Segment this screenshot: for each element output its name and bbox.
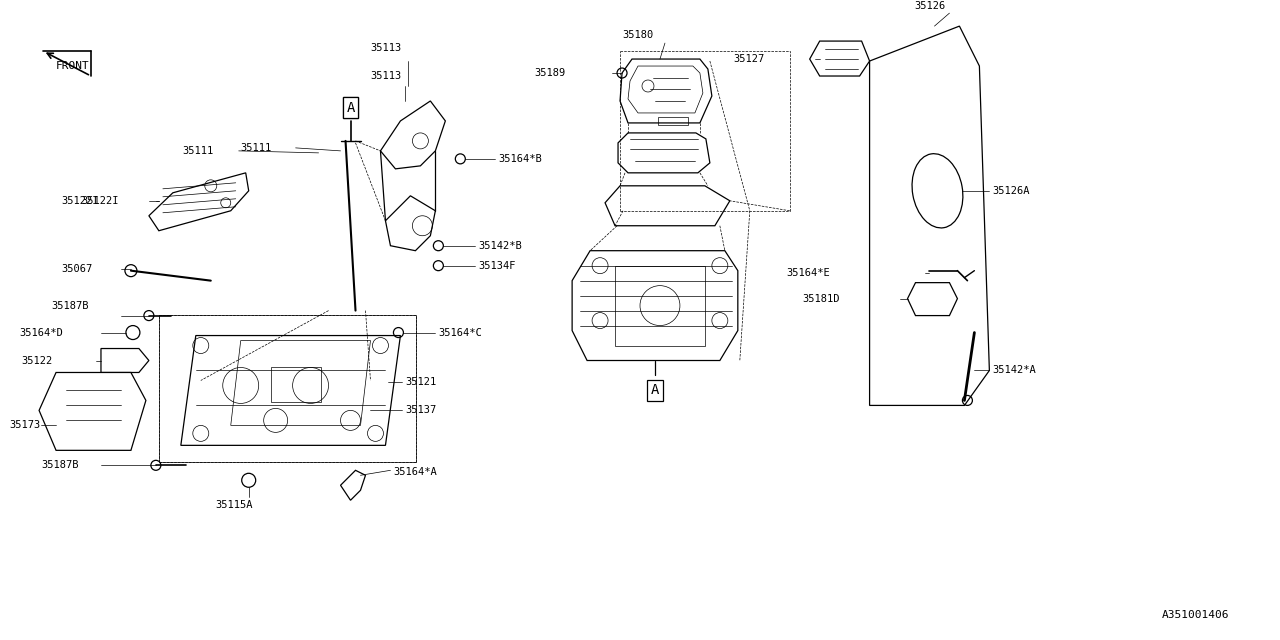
Circle shape: [125, 326, 140, 340]
Text: FRONT: FRONT: [56, 61, 90, 71]
Text: 35121: 35121: [406, 378, 436, 387]
Text: 35111: 35111: [183, 146, 214, 156]
Bar: [658, 117, 687, 125]
Text: 35134F: 35134F: [479, 260, 516, 271]
Text: 35126A: 35126A: [992, 186, 1030, 196]
Text: A: A: [347, 101, 355, 115]
Text: 35126: 35126: [914, 1, 945, 11]
Polygon shape: [810, 41, 869, 76]
Text: 35115A: 35115A: [216, 500, 253, 510]
Text: 35164*C: 35164*C: [438, 328, 483, 337]
Text: 35180: 35180: [622, 30, 654, 40]
Text: 35181D: 35181D: [803, 294, 840, 303]
Text: 35164*E: 35164*E: [786, 268, 829, 278]
Text: 35111: 35111: [241, 143, 271, 153]
Circle shape: [151, 460, 161, 470]
Text: A: A: [650, 383, 659, 397]
Bar: [159, 315, 416, 462]
Text: 35113: 35113: [370, 71, 401, 81]
Ellipse shape: [913, 154, 963, 228]
Text: 35189: 35189: [534, 68, 566, 78]
Text: 35122I: 35122I: [61, 196, 99, 206]
Text: A: A: [347, 101, 355, 115]
Text: 35187B: 35187B: [51, 301, 88, 310]
Text: 35173: 35173: [9, 420, 41, 430]
Bar: [616, 266, 705, 346]
Circle shape: [242, 474, 256, 487]
Text: 35142*A: 35142*A: [992, 365, 1036, 376]
Text: 35127: 35127: [733, 54, 764, 64]
Text: 35142*B: 35142*B: [479, 241, 522, 251]
Text: 35137: 35137: [406, 405, 436, 415]
Polygon shape: [40, 372, 146, 451]
Polygon shape: [908, 283, 957, 316]
Bar: [270, 367, 320, 403]
Text: 35122I: 35122I: [81, 196, 119, 206]
Text: A351001406: A351001406: [1161, 610, 1229, 620]
Text: 35164*A: 35164*A: [393, 467, 438, 477]
Text: 35187B: 35187B: [41, 460, 78, 470]
Text: 35067: 35067: [61, 264, 92, 274]
Text: 35122: 35122: [20, 355, 52, 365]
Text: 35164*D: 35164*D: [19, 328, 63, 337]
Text: 35113: 35113: [370, 43, 401, 53]
Text: 35164*B: 35164*B: [498, 154, 541, 164]
Polygon shape: [101, 349, 148, 372]
Circle shape: [125, 265, 137, 276]
Circle shape: [143, 310, 154, 321]
